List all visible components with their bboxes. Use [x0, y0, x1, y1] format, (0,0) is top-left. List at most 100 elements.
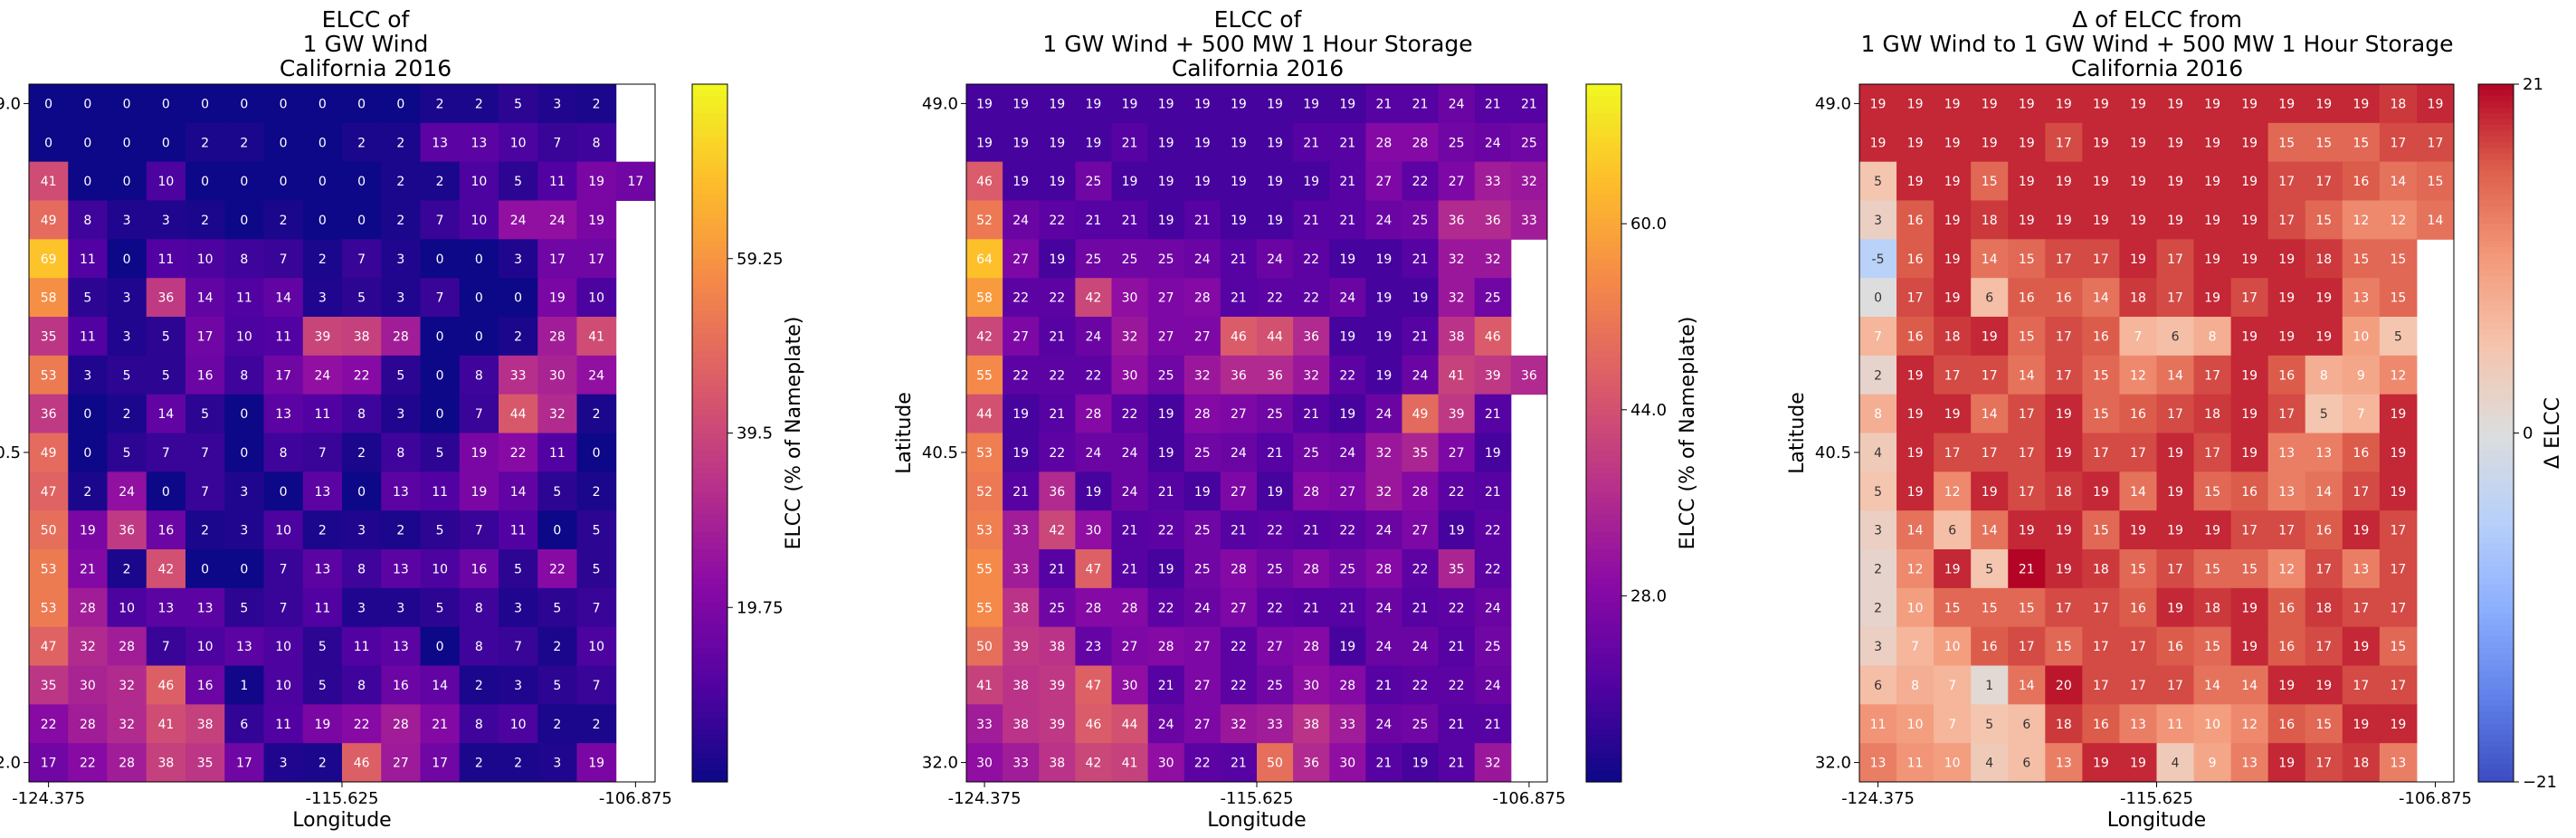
cell-value-label: 36 [1449, 214, 1465, 228]
cell-value-label: 16 [197, 368, 214, 383]
colorbar-segment [2478, 438, 2514, 445]
cell-value-label: 2 [553, 718, 561, 732]
cell-value-label: 47 [41, 640, 57, 654]
cell-value-label: 8 [357, 562, 366, 576]
cell-value-label: 5 [553, 679, 561, 693]
cell-value-label: 25 [1194, 446, 1211, 461]
heatmap-cell [263, 510, 304, 550]
heatmap-cell [185, 355, 225, 395]
heatmap-cell [2045, 200, 2083, 240]
cell-value-label: 41 [1449, 368, 1465, 383]
x-tick-label: -106.875 [1492, 789, 1565, 808]
heatmap-cell [1934, 433, 1972, 472]
heatmap-cell [2156, 665, 2195, 705]
colorbar-segment [1586, 241, 1621, 248]
y-tick-label: 32.0 [0, 754, 21, 773]
cell-value-label: 27 [1339, 485, 1355, 500]
heatmap-cell [381, 626, 421, 666]
cell-value-label: 25 [1194, 562, 1211, 576]
colorbar-segment [2478, 148, 2514, 155]
cell-value-label: 58 [41, 291, 57, 306]
colorbar-segment [692, 258, 727, 265]
heatmap-cell [1438, 200, 1476, 240]
heatmap-cell [576, 704, 617, 744]
heatmap-cell [1859, 278, 1897, 318]
cell-value-label: 13 [314, 485, 330, 500]
heatmap-cell [1438, 471, 1476, 511]
heatmap-cell [1971, 239, 2009, 279]
cell-value-label: 13 [236, 640, 252, 654]
cell-value-label: 2 [357, 136, 366, 150]
colorbar-segment [692, 310, 727, 318]
heatmap-cell [2156, 122, 2195, 163]
heatmap-cell [420, 317, 461, 357]
cell-value-label: 17 [2353, 485, 2369, 500]
cell-value-label: 19 [1376, 252, 1393, 267]
cell-value-label: 19 [2204, 252, 2220, 267]
cell-value-label: 7 [357, 252, 366, 267]
heatmap-cell [1147, 239, 1185, 279]
colorbar-segment [2478, 205, 2514, 213]
heatmap-cell [1003, 471, 1040, 511]
cell-value-label: 18 [2390, 97, 2406, 111]
colorbar-segment [692, 334, 727, 341]
colorbar-segment [692, 752, 727, 759]
cell-value-label: 15 [2390, 252, 2406, 267]
colorbar-segment [2478, 613, 2514, 620]
cell-value-label: 19 [1944, 252, 1961, 267]
cell-value-label: 17 [2353, 601, 2369, 615]
cell-value-label: 19 [1907, 446, 1924, 461]
heatmap-cell [302, 84, 343, 124]
heatmap-cell [1003, 122, 1040, 163]
heatmap-cell [1111, 161, 1149, 201]
heatmap-cell [1365, 743, 1402, 783]
heatmap-cell [146, 122, 186, 163]
colorbar-segment [692, 386, 727, 394]
colorbar-segment [692, 176, 727, 184]
cell-value-label: 19 [1870, 97, 1887, 111]
x-axis-label: Longitude [2107, 809, 2206, 832]
cell-value-label: 32 [80, 640, 96, 654]
heatmap-cell [1147, 161, 1185, 201]
heatmap-cell [1859, 394, 1897, 433]
colorbar-segment [692, 433, 727, 440]
cell-value-label: 24 [314, 368, 330, 383]
heatmap-cell [499, 355, 538, 395]
cell-value-label: 25 [1412, 214, 1429, 228]
colorbar-segment [1586, 317, 1621, 324]
cell-value-label: 10 [471, 214, 487, 228]
heatmap-cell [302, 665, 343, 705]
heatmap-cell [1039, 704, 1076, 744]
heatmap-cell [459, 122, 499, 163]
heatmap-cell [2045, 278, 2083, 318]
heatmap-cell [2119, 317, 2157, 357]
cell-value-label: 17 [2056, 601, 2072, 615]
colorbar-segment [1586, 427, 1621, 434]
cell-value-label: 22 [1339, 524, 1355, 538]
heatmap-cell [224, 704, 264, 744]
heatmap-cell [2305, 549, 2343, 589]
cell-value-label: 7 [475, 407, 483, 422]
heatmap-cell [1147, 122, 1185, 163]
heatmap-cell [1402, 394, 1440, 433]
colorbar-segment [2478, 490, 2514, 498]
heatmap-cell [1934, 355, 1972, 395]
cell-value-label: 53 [41, 562, 57, 576]
colorbar-segment [692, 519, 727, 527]
heatmap-cell [1147, 510, 1185, 550]
heatmap-cell [1438, 394, 1476, 433]
heatmap-cell [2267, 200, 2306, 240]
cell-value-label: 17 [2390, 679, 2406, 693]
cell-value-label: 23 [1086, 640, 1102, 654]
heatmap-cell [29, 665, 69, 705]
heatmap-cell [1111, 200, 1149, 240]
cell-value-label: 35 [41, 329, 57, 344]
heatmap-cell [2156, 200, 2195, 240]
cell-value-label: 17 [1944, 446, 1961, 461]
cell-value-label: 28 [1158, 640, 1174, 654]
colorbar-segment [1586, 386, 1621, 394]
heatmap-cell [29, 161, 69, 201]
cell-value-label: 25 [1158, 368, 1174, 383]
cell-value-label: 19 [1049, 136, 1065, 150]
